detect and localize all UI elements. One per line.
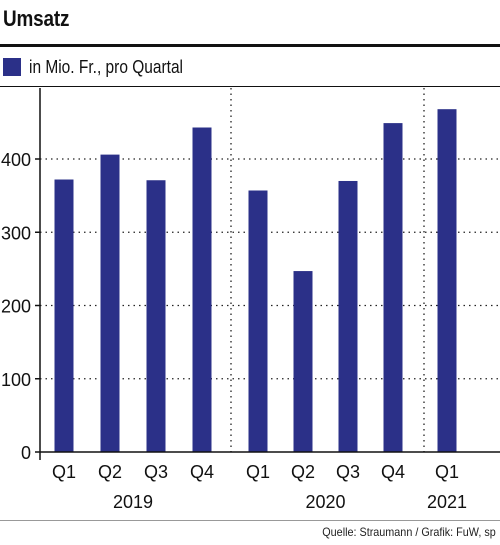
legend: in Mio. Fr., pro Quartal xyxy=(3,56,208,78)
chart-title: Umsatz xyxy=(3,6,70,31)
bar xyxy=(437,109,457,452)
year-label: 2021 xyxy=(427,492,467,512)
bar xyxy=(383,123,403,453)
x-tick-label: Q1 xyxy=(246,462,270,482)
x-tick-label: Q3 xyxy=(336,462,360,482)
footer-rule xyxy=(0,520,500,521)
y-tick-label: 100 xyxy=(1,370,31,390)
year-label: 2020 xyxy=(305,492,345,512)
y-tick-label: 0 xyxy=(21,443,31,463)
x-tick-label: Q3 xyxy=(144,462,168,482)
bar xyxy=(248,190,268,452)
bar xyxy=(338,180,358,452)
x-tick-label: Q1 xyxy=(435,462,459,482)
y-tick-label: 200 xyxy=(1,297,31,317)
bar xyxy=(192,127,212,452)
legend-rule xyxy=(0,86,500,87)
x-tick-label: Q2 xyxy=(98,462,122,482)
bar xyxy=(146,180,166,452)
y-tick-label: 400 xyxy=(1,150,31,170)
year-label: 2019 xyxy=(113,492,153,512)
source-note: Quelle: Straumann / Grafik: FuW, sp xyxy=(322,525,496,539)
legend-swatch xyxy=(3,58,21,76)
title-rule xyxy=(0,44,500,47)
bar xyxy=(293,271,313,452)
bar xyxy=(100,154,120,453)
legend-label: in Mio. Fr., pro Quartal xyxy=(29,56,183,77)
bar xyxy=(54,179,74,452)
x-tick-label: Q2 xyxy=(291,462,315,482)
x-tick-label: Q4 xyxy=(190,462,214,482)
x-tick-label: Q4 xyxy=(381,462,405,482)
x-tick-label: Q1 xyxy=(52,462,76,482)
y-tick-label: 300 xyxy=(1,223,31,243)
